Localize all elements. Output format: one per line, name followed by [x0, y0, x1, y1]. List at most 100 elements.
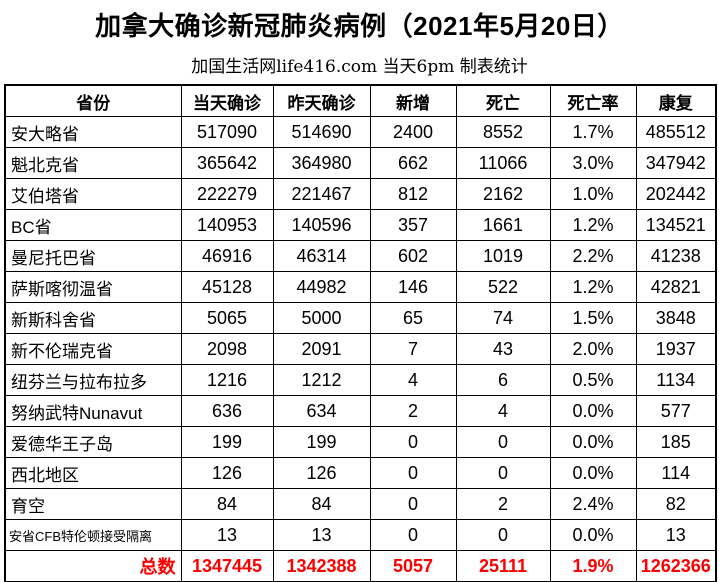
covid-stats-table: 省份 当天确诊 昨天确诊 新增 死亡 死亡率 康复 安大略省 517090 51…: [4, 84, 717, 582]
page-title: 加拿大确诊新冠肺炎病例（2021年5月20日）: [95, 11, 624, 41]
value-cell: 140953: [180, 209, 274, 241]
value-cell: 146: [369, 271, 457, 303]
value-cell: 357: [369, 209, 457, 241]
value-cell: 2: [455, 488, 551, 520]
total-value-cell: 1262366: [635, 550, 717, 582]
total-value-cell: 1342388: [272, 550, 371, 582]
value-cell: 0: [455, 457, 551, 489]
province-cell: 新斯科舍省: [4, 302, 182, 334]
value-cell: 221467: [272, 178, 371, 210]
table-row: 新斯科舍省 5065 5000 65 74 1.5% 3848: [4, 302, 717, 334]
value-cell: 140596: [272, 209, 371, 241]
table-row: 曼尼托巴省 46916 46314 602 1019 2.2% 41238: [4, 240, 717, 272]
value-cell: 6: [455, 364, 551, 396]
value-cell: 2400: [369, 116, 457, 148]
value-cell: 2.2%: [549, 240, 637, 272]
table-row: 魁北克省 365642 364980 662 11066 3.0% 347942: [4, 147, 717, 179]
value-cell: 0: [369, 457, 457, 489]
value-cell: 485512: [635, 116, 717, 148]
value-cell: 202442: [635, 178, 717, 210]
value-cell: 3.0%: [549, 147, 637, 179]
value-cell: 662: [369, 147, 457, 179]
province-cell: 魁北克省: [4, 147, 182, 179]
table-row: 艾伯塔省 222279 221467 812 2162 1.0% 202442: [4, 178, 717, 210]
value-cell: 222279: [180, 178, 274, 210]
value-cell: 134521: [635, 209, 717, 241]
value-cell: 0: [455, 426, 551, 458]
value-cell: 5000: [272, 302, 371, 334]
province-cell: BC省: [4, 209, 182, 241]
value-cell: 1.5%: [549, 302, 637, 334]
value-cell: 1937: [635, 333, 717, 365]
value-cell: 0.0%: [549, 426, 637, 458]
value-cell: 0.5%: [549, 364, 637, 396]
value-cell: 13: [180, 519, 274, 551]
value-cell: 1.2%: [549, 271, 637, 303]
value-cell: 2091: [272, 333, 371, 365]
value-cell: 0.0%: [549, 395, 637, 427]
value-cell: 1212: [272, 364, 371, 396]
value-cell: 364980: [272, 147, 371, 179]
value-cell: 3848: [635, 302, 717, 334]
value-cell: 44982: [272, 271, 371, 303]
value-cell: 0.0%: [549, 519, 637, 551]
table-row: 努纳武特Nunavut 636 634 2 4 0.0% 577: [4, 395, 717, 427]
value-cell: 41238: [635, 240, 717, 272]
value-cell: 46314: [272, 240, 371, 272]
value-cell: 0: [369, 488, 457, 520]
value-cell: 11066: [455, 147, 551, 179]
province-cell: 努纳武特Nunavut: [4, 395, 182, 427]
province-cell: 西北地区: [4, 457, 182, 489]
province-cell: 纽芬兰与拉布拉多: [4, 364, 182, 396]
value-cell: 45128: [180, 271, 274, 303]
value-cell: 46916: [180, 240, 274, 272]
value-cell: 114: [635, 457, 717, 489]
value-cell: 82: [635, 488, 717, 520]
value-cell: 1134: [635, 364, 717, 396]
col-header-today-confirmed: 当天确诊: [180, 84, 274, 117]
table-row: BC省 140953 140596 357 1661 1.2% 134521: [4, 209, 717, 241]
value-cell: 0: [369, 519, 457, 551]
table-row: 萨斯喀彻温省 45128 44982 146 522 1.2% 42821: [4, 271, 717, 303]
col-header-deaths: 死亡: [455, 84, 551, 117]
table-row: 爱德华王子岛 199 199 0 0 0.0% 185: [4, 426, 717, 458]
value-cell: 1019: [455, 240, 551, 272]
total-label: 总数: [4, 550, 182, 582]
value-cell: 634: [272, 395, 371, 427]
value-cell: 42821: [635, 271, 717, 303]
col-header-recovered: 康复: [635, 84, 717, 117]
province-cell: 育空: [4, 488, 182, 520]
value-cell: 522: [455, 271, 551, 303]
value-cell: 0: [455, 519, 551, 551]
value-cell: 7: [369, 333, 457, 365]
source-credit: 加国生活网life416.com 当天6pm 制表统计: [191, 57, 528, 77]
province-cell: 爱德华王子岛: [4, 426, 182, 458]
value-cell: 1.2%: [549, 209, 637, 241]
value-cell: 514690: [272, 116, 371, 148]
value-cell: 8552: [455, 116, 551, 148]
table-row: 安省CFB特伦顿接受隔离 13 13 0 0 0.0% 13: [4, 519, 717, 551]
col-header-death-rate: 死亡率: [549, 84, 637, 117]
value-cell: 577: [635, 395, 717, 427]
value-cell: 13: [272, 519, 371, 551]
value-cell: 2.0%: [549, 333, 637, 365]
value-cell: 1.0%: [549, 178, 637, 210]
table-row: 育空 84 84 0 2 2.4% 82: [4, 488, 717, 520]
total-value-cell: 25111: [455, 550, 551, 582]
value-cell: 1.7%: [549, 116, 637, 148]
table-row: 新不伦瑞克省 2098 2091 7 43 2.0% 1937: [4, 333, 717, 365]
value-cell: 126: [180, 457, 274, 489]
value-cell: 84: [180, 488, 274, 520]
value-cell: 0: [369, 426, 457, 458]
value-cell: 365642: [180, 147, 274, 179]
value-cell: 347942: [635, 147, 717, 179]
value-cell: 2: [369, 395, 457, 427]
value-cell: 2.4%: [549, 488, 637, 520]
province-cell: 萨斯喀彻温省: [4, 271, 182, 303]
value-cell: 2162: [455, 178, 551, 210]
total-value-cell: 1347445: [180, 550, 274, 582]
value-cell: 199: [180, 426, 274, 458]
value-cell: 1216: [180, 364, 274, 396]
province-cell: 安大略省: [4, 116, 182, 148]
